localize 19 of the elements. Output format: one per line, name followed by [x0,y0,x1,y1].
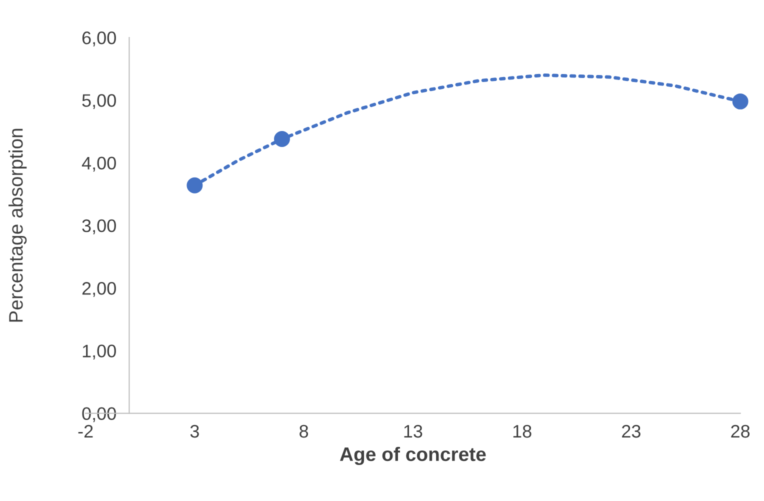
x-tick-label: 18 [513,424,532,438]
point [274,131,290,148]
y-axis-title: Percentage absorption [8,128,27,322]
x-tick-label: -2 [78,424,93,438]
point [732,93,748,110]
x-tick-label: 28 [731,424,750,438]
y-tick-label: 0,00 [82,407,116,422]
y-tick-label: 6,00 [82,32,116,46]
x-axis-title: Age of concrete [340,446,486,466]
x-tick-label: 3 [190,424,199,438]
y-tick-label: 3,00 [82,219,116,234]
y-tick-label: 4,00 [82,156,116,172]
point [186,177,203,194]
y-tick-label: 5,00 [82,94,116,110]
x-tick-label: 8 [300,424,308,438]
x-tick-label: 13 [404,424,422,438]
y-tick-label: 1,00 [82,344,116,360]
y-tick-label: 2,00 [82,282,116,297]
x-tick-label: 23 [622,424,640,438]
